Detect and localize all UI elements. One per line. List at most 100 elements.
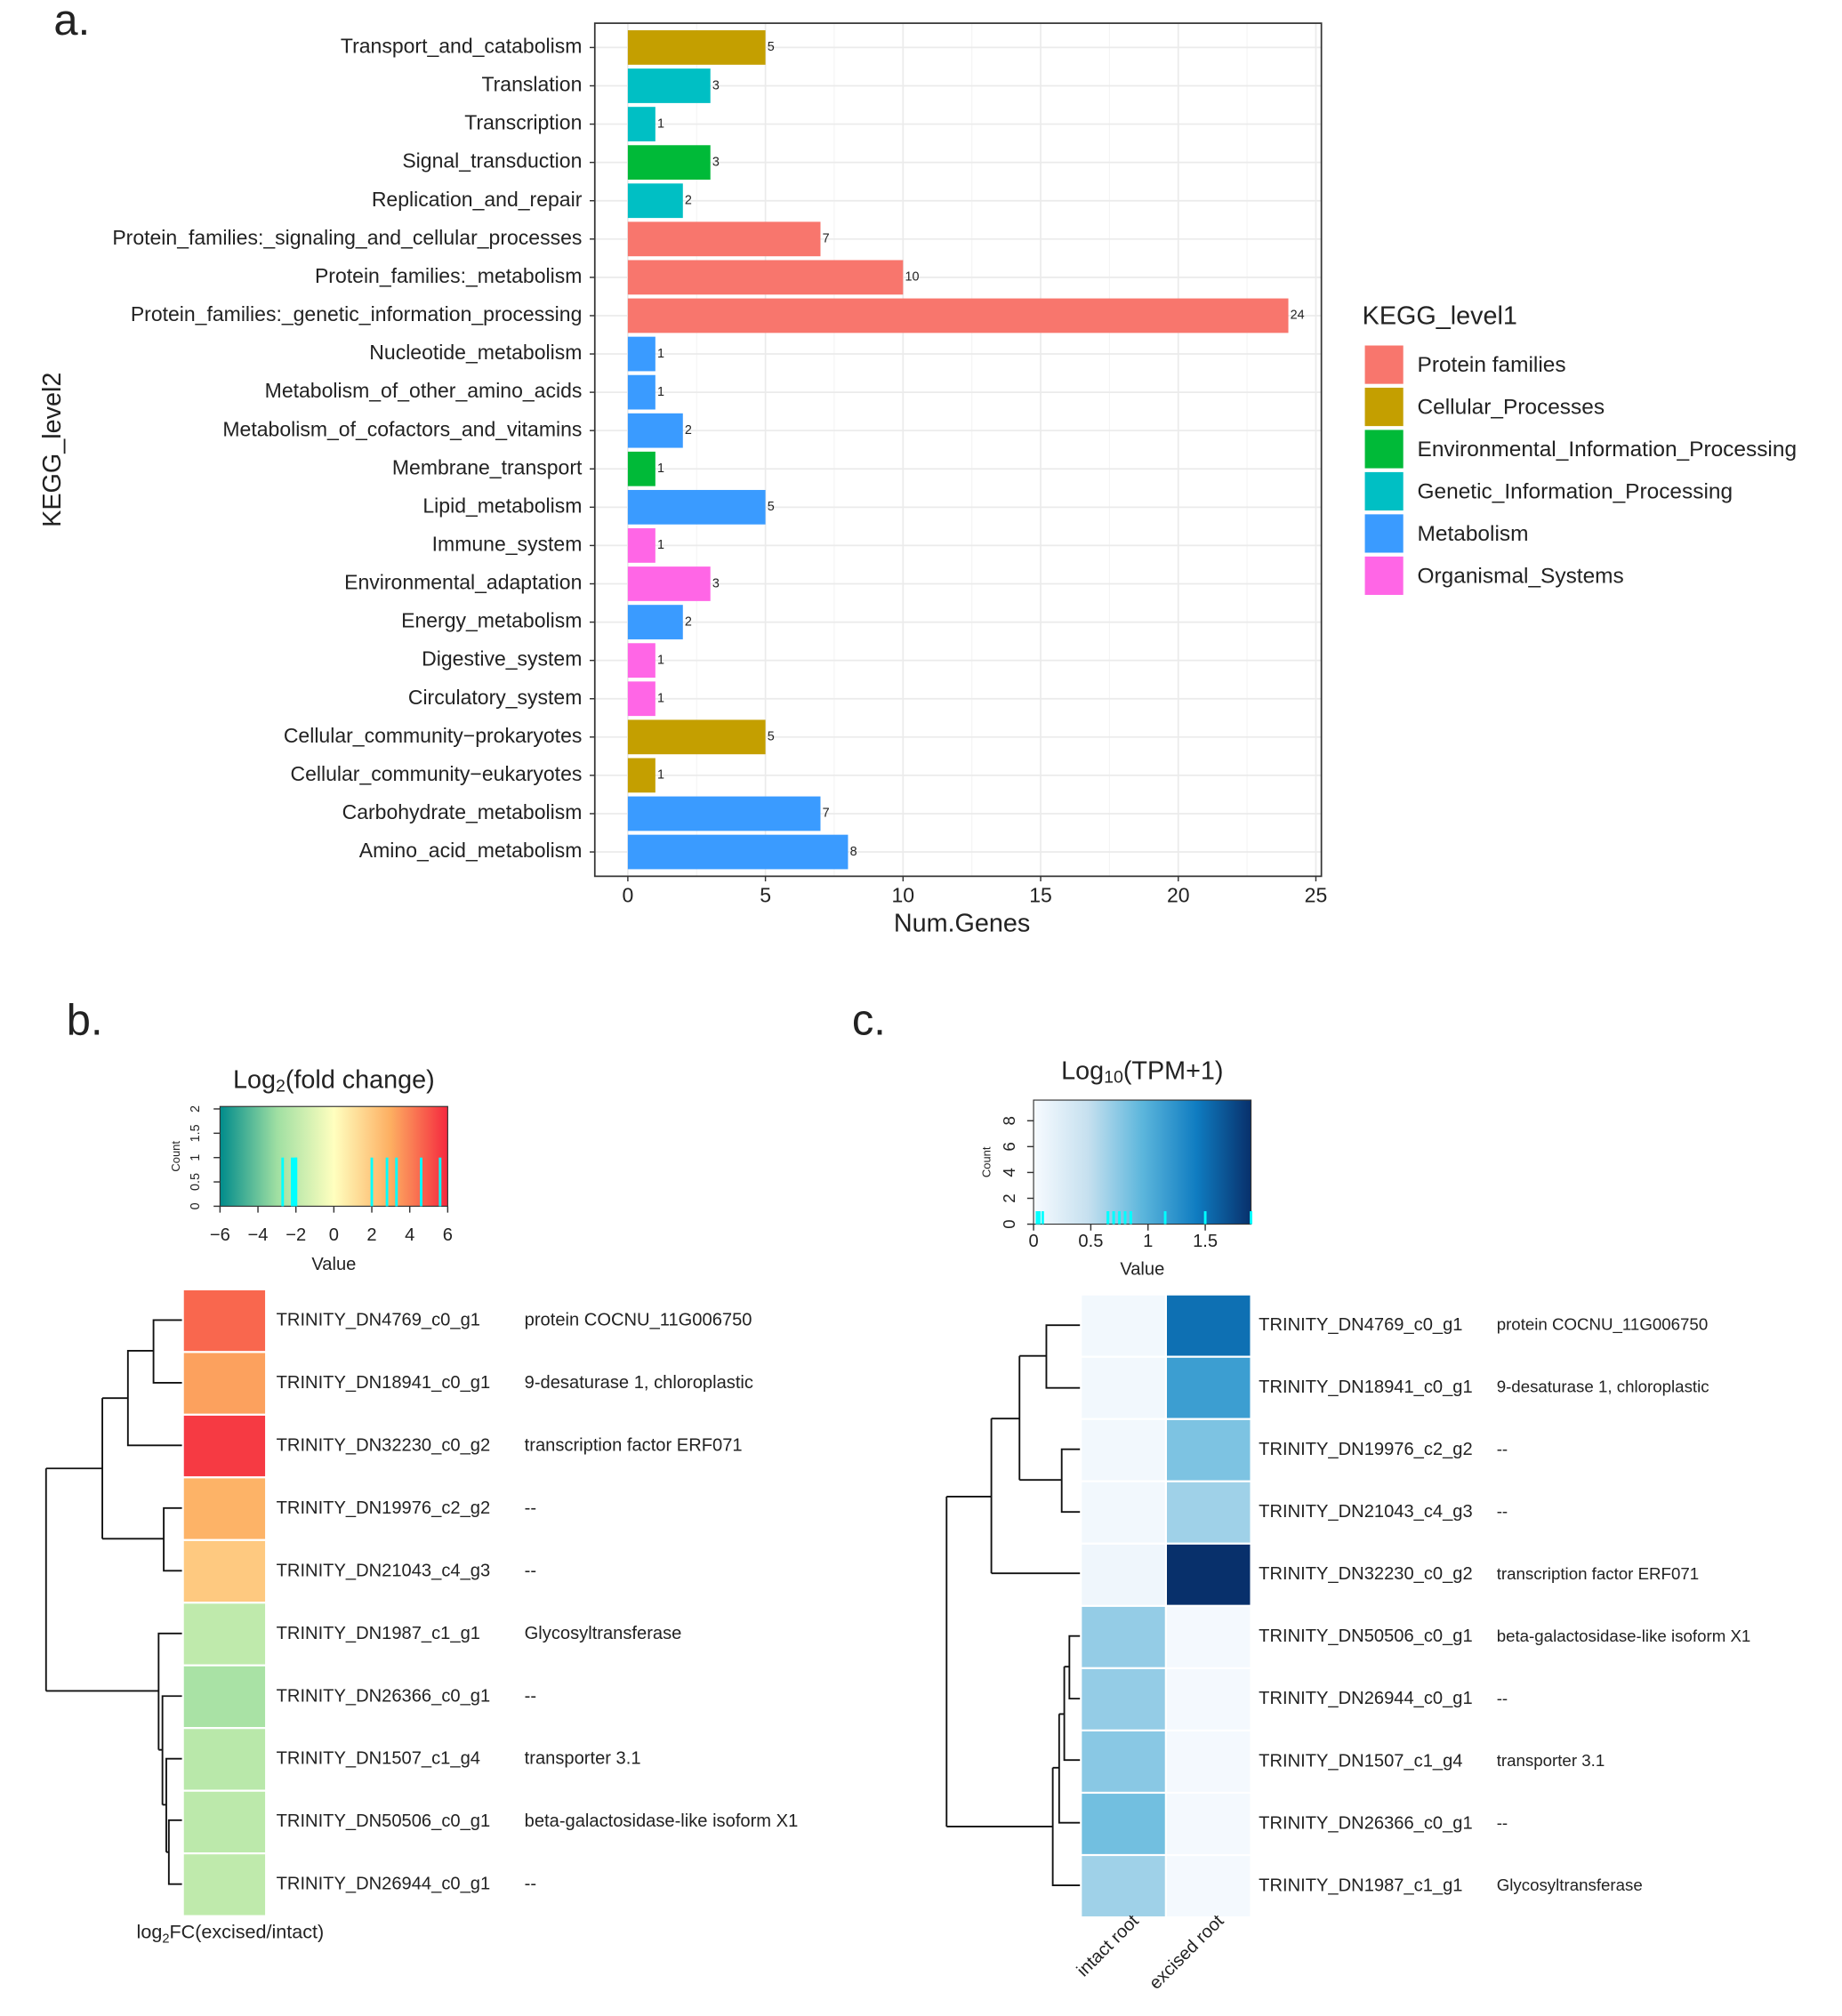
row-annotation: 9-desaturase 1, chloroplastic bbox=[525, 1373, 753, 1393]
legend-key bbox=[1364, 514, 1404, 553]
y-axis-label: KEGG_level2 bbox=[38, 373, 67, 527]
row-label: TRINITY_DN1987_c1_g1 bbox=[1259, 1875, 1462, 1895]
key-y-tick-label: 6 bbox=[1000, 1142, 1018, 1151]
heatmap-cell bbox=[1080, 1667, 1167, 1732]
panel-label: c. bbox=[852, 997, 886, 1045]
heatmap-cell bbox=[1080, 1480, 1167, 1545]
bar bbox=[627, 107, 656, 141]
key-title: Log10(TPM+1) bbox=[1061, 1056, 1223, 1088]
panel-label: b. bbox=[67, 997, 103, 1045]
data-label: 1 bbox=[657, 538, 664, 552]
data-label: 24 bbox=[1291, 309, 1305, 323]
y-tick-label: Energy_metabolism bbox=[401, 609, 582, 632]
key-x-tick-label: 0 bbox=[1028, 1232, 1038, 1251]
heatmap-cell bbox=[1164, 1667, 1252, 1732]
key-title-part: 10 bbox=[1104, 1068, 1123, 1088]
heatmap-cell bbox=[1080, 1542, 1167, 1607]
y-tick-label: Transcription bbox=[464, 111, 582, 134]
plot-border bbox=[593, 22, 1323, 878]
legend-key bbox=[1364, 345, 1404, 384]
data-label: 3 bbox=[712, 78, 720, 92]
bar bbox=[627, 221, 821, 257]
row-annotation: -- bbox=[525, 1498, 536, 1518]
y-tick-label: Membrane_transport bbox=[392, 455, 583, 478]
legend-key bbox=[1364, 471, 1404, 511]
key-title-part: (TPM+1) bbox=[1123, 1056, 1224, 1085]
row-label: TRINITY_DN50506_c0_g1 bbox=[277, 1811, 491, 1831]
row-annotation: -- bbox=[1497, 1813, 1508, 1832]
bar bbox=[627, 298, 1289, 333]
key-y-label: Count bbox=[169, 1141, 182, 1172]
row-label: TRINITY_DN4769_c0_g1 bbox=[277, 1310, 480, 1329]
row-label: TRINITY_DN32230_c0_g2 bbox=[277, 1435, 491, 1455]
heatmap-cell bbox=[181, 1351, 268, 1416]
data-label: 1 bbox=[657, 653, 664, 667]
column-label-part: 2 bbox=[162, 1932, 169, 1946]
legend-title: KEGG_level1 bbox=[1363, 301, 1517, 330]
heatmap-cell bbox=[1080, 1293, 1167, 1358]
key-y-tick-label: 2 bbox=[189, 1105, 203, 1112]
row-annotation: beta-galactosidase-like isoform X1 bbox=[1497, 1626, 1751, 1645]
bar bbox=[627, 183, 683, 219]
key-x-tick-label: 1 bbox=[1143, 1232, 1153, 1251]
legend-key bbox=[1364, 430, 1404, 469]
heatmap-cell bbox=[1080, 1355, 1167, 1420]
y-tick-label: Protein_families:_signaling_and_cellular… bbox=[112, 226, 582, 249]
data-label: 1 bbox=[657, 116, 664, 131]
bar bbox=[627, 643, 656, 679]
key-title-part: Log bbox=[233, 1065, 276, 1094]
row-annotation: protein COCNU_11G006750 bbox=[525, 1310, 752, 1329]
row-annotation: -- bbox=[1497, 1502, 1508, 1521]
data-label: 3 bbox=[712, 155, 720, 169]
key-title-part: 2 bbox=[276, 1077, 286, 1096]
row-annotation: 9-desaturase 1, chloroplastic bbox=[1497, 1377, 1709, 1396]
key-y-tick-label: 4 bbox=[1000, 1168, 1018, 1177]
legend-key bbox=[1364, 387, 1404, 427]
row-annotation: protein COCNU_11G006750 bbox=[1497, 1315, 1709, 1335]
y-tick-label: Translation bbox=[481, 73, 582, 96]
key-y-tick-label: 2 bbox=[1000, 1193, 1018, 1202]
data-label: 1 bbox=[657, 692, 664, 706]
data-label: 10 bbox=[905, 270, 919, 285]
heatmap-cell bbox=[181, 1538, 268, 1604]
y-tick-label: Digestive_system bbox=[422, 647, 582, 671]
column-label-part: log bbox=[137, 1920, 163, 1942]
y-tick-label: Cellular_community−eukaryotes bbox=[290, 762, 582, 785]
key-x-tick-label: 1.5 bbox=[1193, 1232, 1218, 1251]
y-tick-label: Lipid_metabolism bbox=[422, 494, 582, 517]
data-label: 1 bbox=[657, 385, 664, 399]
x-tick-label: 10 bbox=[892, 883, 915, 906]
heatmap-cell bbox=[181, 1476, 268, 1541]
key-x-label: Value bbox=[311, 1255, 356, 1274]
y-tick-label: Immune_system bbox=[432, 532, 583, 555]
x-tick-label: 0 bbox=[622, 883, 633, 906]
heatmap-cell bbox=[1080, 1604, 1167, 1669]
heatmap-cell bbox=[1164, 1542, 1252, 1607]
key-y-tick-label: 0 bbox=[189, 1202, 203, 1209]
bar bbox=[627, 489, 766, 525]
bar bbox=[627, 68, 711, 103]
heatmap-cell bbox=[181, 1413, 268, 1479]
heatmap-cell bbox=[1164, 1293, 1252, 1358]
row-label: TRINITY_DN26944_c0_g1 bbox=[1259, 1689, 1473, 1708]
row-label: TRINITY_DN50506_c0_g1 bbox=[1259, 1626, 1473, 1646]
heatmap-cell bbox=[1164, 1355, 1252, 1420]
heatmap-cell bbox=[181, 1288, 268, 1353]
data-label: 8 bbox=[850, 845, 857, 859]
row-label: TRINITY_DN19976_c2_g2 bbox=[277, 1498, 491, 1518]
row-label: TRINITY_DN26944_c0_g1 bbox=[277, 1875, 491, 1894]
bar bbox=[627, 451, 656, 486]
y-tick-label: Carbohydrate_metabolism bbox=[342, 800, 583, 823]
dendrogram-b bbox=[44, 1319, 183, 1885]
heatmap-cell bbox=[1164, 1853, 1252, 1919]
data-label: 5 bbox=[768, 500, 775, 514]
bar bbox=[627, 681, 656, 717]
key-y-tick-label: 1 bbox=[189, 1154, 203, 1161]
x-tick-label: 5 bbox=[760, 883, 771, 906]
data-label: 5 bbox=[768, 730, 775, 744]
key-y-label: Count bbox=[980, 1146, 993, 1177]
y-tick-label: Signal_transduction bbox=[402, 149, 582, 173]
data-label: 7 bbox=[823, 807, 830, 821]
y-tick-label: Metabolism_of_cofactors_and_vitamins bbox=[222, 417, 582, 440]
